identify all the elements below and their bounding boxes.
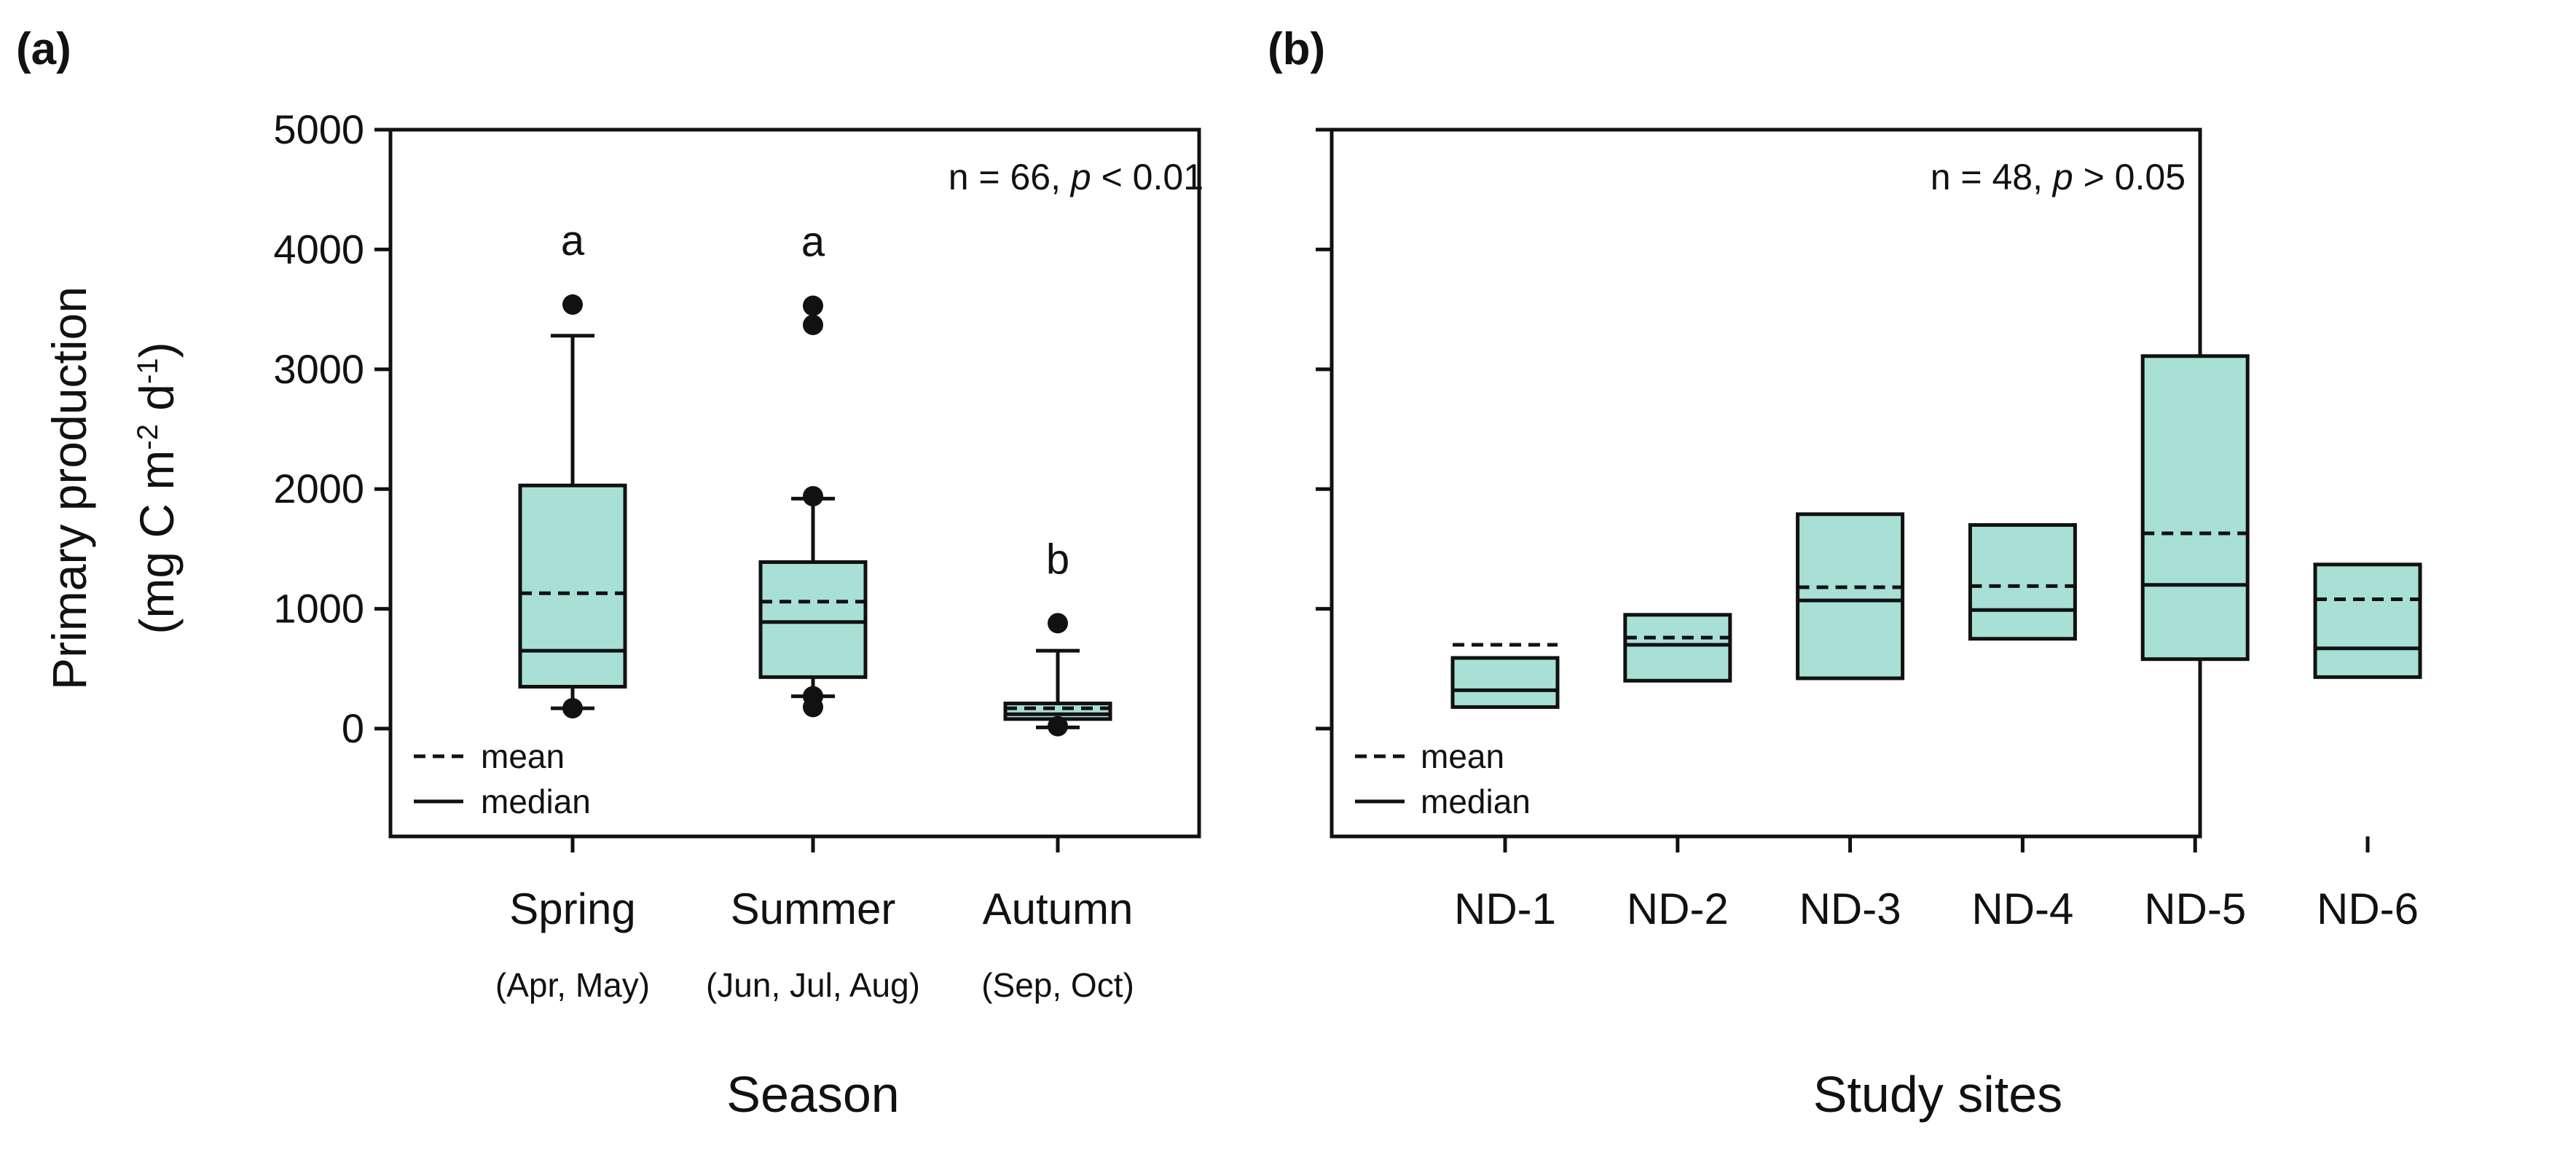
y-tick-label-0: 0	[342, 705, 364, 751]
x-tick-label-nd-4: ND-4	[1971, 885, 2073, 933]
outlier-summer-0	[803, 295, 823, 316]
outlier-summer-1	[803, 314, 823, 335]
box-spring	[518, 483, 627, 689]
box-summer	[758, 560, 868, 679]
panel-a-label: (a)	[16, 24, 71, 74]
x-tick-label-summer: Summer	[731, 885, 896, 933]
box-nd-5	[2140, 354, 2250, 662]
outlier-summer-2	[803, 486, 823, 507]
panel-a-stat: n = 66, p < 0.01	[949, 157, 1203, 197]
x-tick-label-nd-6: ND-6	[2317, 885, 2419, 933]
panel-b-stat: n = 48, p > 0.05	[1931, 157, 2186, 197]
y-tick-label-3000: 3000	[273, 346, 364, 392]
significance-letter-autumn: b	[1046, 536, 1069, 583]
panel-a-plot: 0 1000 2000 3000 4000 5000 Spring (Apr, May) a Su…	[273, 106, 1134, 1004]
box-nd-3	[1796, 512, 1905, 681]
x-sublabel-autumn: (Sep, Oct)	[981, 966, 1134, 1004]
panel-b-legend: mean median	[1355, 737, 1531, 820]
outlier-spring-0	[562, 294, 583, 315]
x-tick-label-nd-3: ND-3	[1799, 885, 1901, 933]
panel-a-legend: mean median	[414, 737, 591, 820]
y-axis-title-line1: Primary production	[42, 286, 96, 690]
box-nd-2	[1623, 613, 1732, 683]
legend-a-mean-label: mean	[481, 737, 565, 775]
panel-a-x-title: Season	[726, 1066, 899, 1123]
panel-b-x-title: Study sites	[1813, 1066, 2062, 1123]
x-sublabel-spring: (Apr, May)	[495, 966, 650, 1004]
x-tick-label-spring: Spring	[509, 885, 635, 933]
x-tick-label-nd-5: ND-5	[2144, 885, 2246, 933]
x-tick-label-nd-1: ND-1	[1454, 885, 1556, 933]
panel-b-label: (b)	[1268, 24, 1325, 74]
panel-b-frame	[1330, 128, 2202, 839]
outlier-autumn-0	[1048, 613, 1068, 634]
significance-letter-summer: a	[801, 219, 825, 266]
y-tick-label-2000: 2000	[273, 466, 364, 511]
y-tick-label-4000: 4000	[273, 226, 364, 272]
legend-b-mean-label: mean	[1421, 737, 1504, 775]
box-nd-4	[1968, 523, 2077, 641]
y-tick-label-1000: 1000	[273, 586, 364, 632]
outlier-autumn-1	[1048, 715, 1068, 737]
outlier-spring-1	[562, 698, 583, 719]
y-axis-title-line2: (mg C m-2 d-1)	[130, 342, 184, 634]
x-tick-label-nd-2: ND-2	[1627, 885, 1729, 933]
legend-a-median-label: median	[481, 783, 591, 820]
box-nd-6	[2313, 562, 2422, 679]
y-axis-title: Primary production (mg C m-2 d-1)	[42, 286, 184, 690]
y-tick-label-5000: 5000	[273, 106, 364, 152]
panel-a-frame	[388, 128, 1201, 839]
x-tick-label-autumn: Autumn	[983, 885, 1134, 933]
box-nd-1	[1450, 656, 1560, 709]
x-sublabel-summer: (Jun, Jul, Aug)	[706, 966, 920, 1004]
panel-b-plot: ND-1 ND-2 ND-3 ND-4 ND-5 ND-6	[1316, 128, 2422, 933]
significance-letter-spring: a	[561, 217, 585, 264]
outlier-summer-4	[803, 697, 823, 718]
legend-b-median-label: median	[1421, 783, 1531, 820]
